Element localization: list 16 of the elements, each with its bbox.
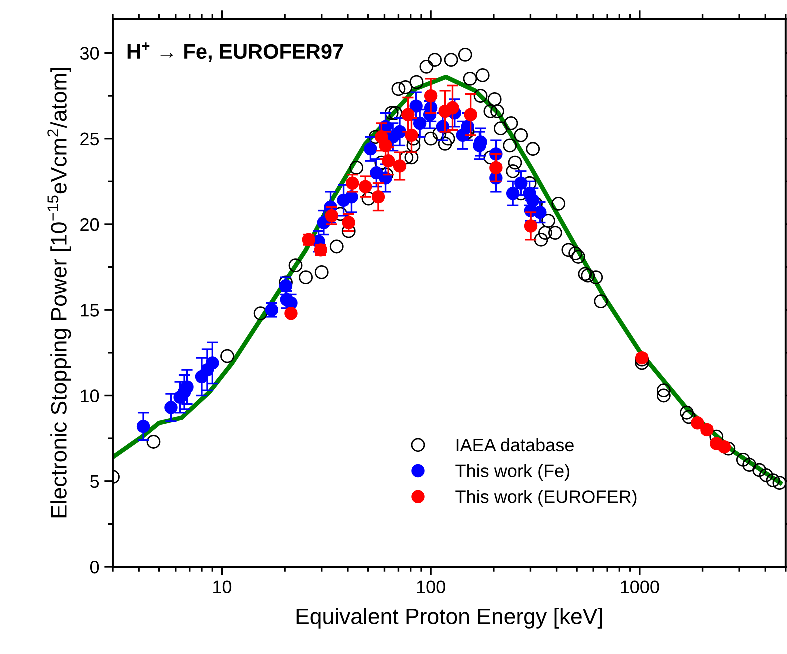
x-axis-title: Equivalent Proton Energy [keV] xyxy=(296,608,602,629)
x-tick-label: 1000 xyxy=(621,580,660,594)
x-tick-label: 100 xyxy=(417,580,446,594)
legend-label: IAEA database xyxy=(456,438,574,452)
y-tick-label: 5 xyxy=(90,476,100,488)
y-tick-label: 0 xyxy=(90,560,100,574)
x-tick-label: 10 xyxy=(214,580,232,594)
legend-label: This work (Fe) xyxy=(456,464,570,482)
annotation: H$^{+}$ → Fe, EUROFER97 xyxy=(128,42,344,62)
legend-label: This work (EUROFER) xyxy=(456,490,637,507)
y-tick-label: 30 xyxy=(80,47,100,60)
y-tick-label: 15 xyxy=(81,304,100,317)
y-tick-label: 10 xyxy=(81,390,100,402)
y-tick-label: 20 xyxy=(80,218,100,232)
y-axis-title: Electronic Stopping Power [10$^{−15}$eVcm$^{2}$/atom] xyxy=(48,68,72,518)
y-tick-label: 25 xyxy=(80,132,100,146)
